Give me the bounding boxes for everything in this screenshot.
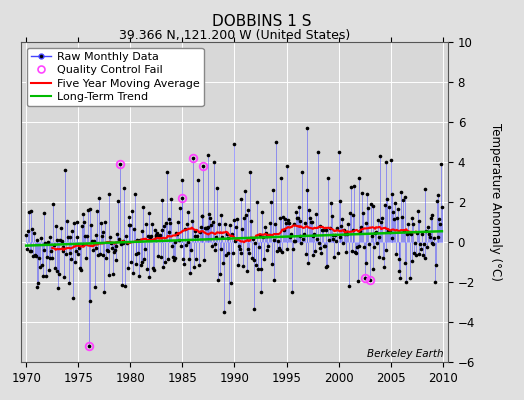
Text: Berkeley Earth: Berkeley Earth (367, 349, 444, 359)
Legend: Raw Monthly Data, Quality Control Fail, Five Year Moving Average, Long-Term Tren: Raw Monthly Data, Quality Control Fail, … (27, 48, 204, 106)
Text: DOBBINS 1 S: DOBBINS 1 S (212, 14, 312, 29)
Y-axis label: Temperature Anomaly (°C): Temperature Anomaly (°C) (489, 123, 502, 281)
Title: 39.366 N, 121.200 W (United States): 39.366 N, 121.200 W (United States) (119, 29, 350, 42)
